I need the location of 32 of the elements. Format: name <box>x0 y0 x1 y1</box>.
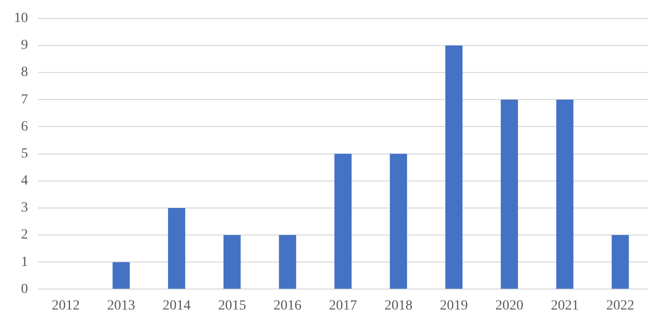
y-tick-label: 9 <box>21 38 28 54</box>
y-tick-label: 7 <box>21 92 28 108</box>
x-tick-label: 2013 <box>107 298 136 314</box>
x-tick-label: 2015 <box>218 298 246 314</box>
y-tick-label: 3 <box>21 200 28 216</box>
x-tick-label: 2022 <box>606 298 634 314</box>
y-tick-label: 8 <box>21 65 28 80</box>
y-tick-label: 4 <box>21 174 28 189</box>
bar <box>168 208 186 289</box>
x-tick-label: 2021 <box>550 298 579 314</box>
bar <box>500 100 518 289</box>
y-tick-label: 0 <box>21 282 28 297</box>
bar <box>390 154 408 289</box>
x-tick-label: 2018 <box>384 298 412 314</box>
bar <box>556 100 574 289</box>
x-tick-label: 2016 <box>274 298 302 314</box>
y-tick-label: 2 <box>21 228 28 243</box>
x-tick-label: 2019 <box>440 298 468 314</box>
x-tick-label: 2017 <box>329 298 357 314</box>
y-tick-label: 1 <box>21 254 28 270</box>
bar <box>278 235 296 289</box>
x-tick-label: 2020 <box>495 298 524 314</box>
y-tick-label: 10 <box>14 11 28 26</box>
x-tick-label: 2012 <box>52 298 80 314</box>
bar <box>112 262 130 289</box>
x-tick-label: 2014 <box>162 298 191 314</box>
bar <box>445 45 463 289</box>
bar <box>612 235 629 289</box>
y-tick-label: 6 <box>21 119 28 134</box>
y-tick-label: 5 <box>21 146 28 162</box>
bar <box>223 235 241 289</box>
bar <box>334 154 352 289</box>
